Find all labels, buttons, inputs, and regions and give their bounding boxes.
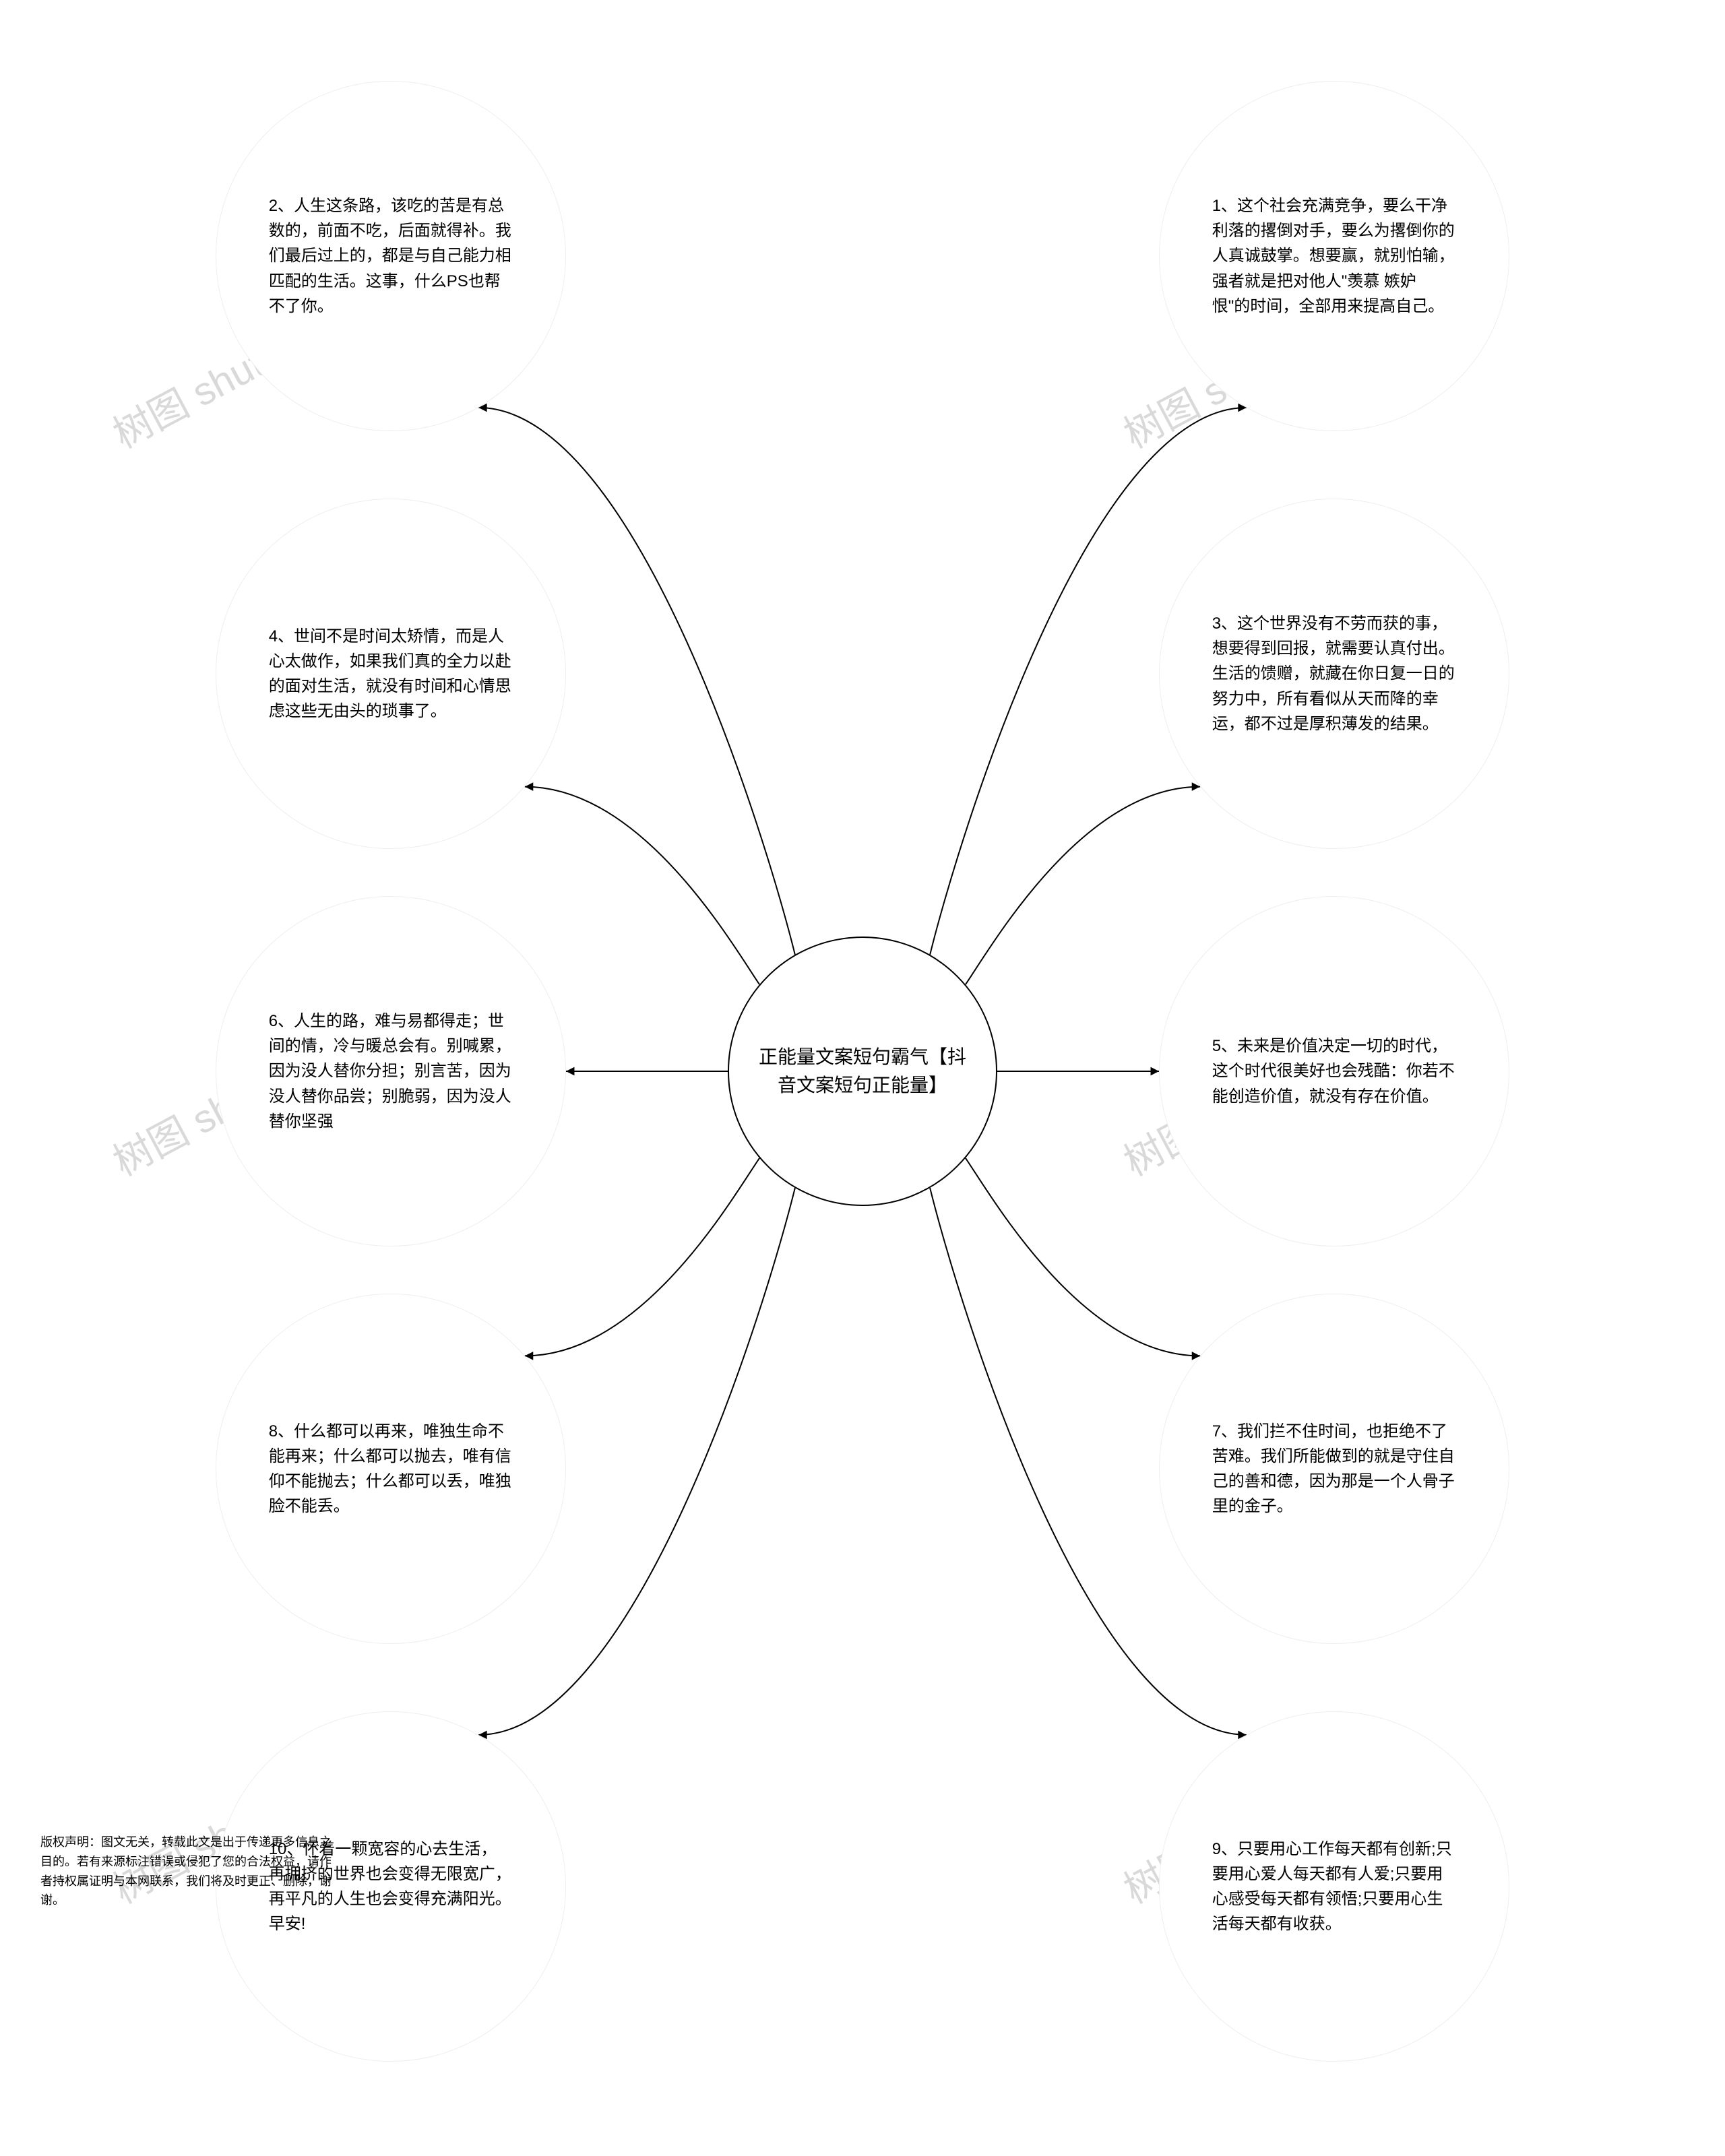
leaf-node-2: 2、人生这条路，该吃的苦是有总数的，前面不吃，后面就得补。我们最后过上的，都是与… [216,81,566,431]
leaf-text-8: 8、什么都可以再来，唯独生命不能再来；什么都可以抛去，唯有信仰不能抛去；什么都可… [269,1419,513,1519]
mindmap-canvas: 正能量文案短句霸气【抖音文案短句正能量】 1、这个社会充满竞争，要么干净利落的撂… [0,0,1725,2156]
edge-4 [525,787,759,985]
leaf-text-7: 7、我们拦不住时间，也拒绝不了苦难。我们所能做到的就是守住自己的善和德，因为那是… [1212,1419,1457,1519]
leaf-node-4: 4、世间不是时间太矫情，而是人心太做作，如果我们真的全力以赴的面对生活，就没有时… [216,499,566,849]
leaf-text-4: 4、世间不是时间太矫情，而是人心太做作，如果我们真的全力以赴的面对生活，就没有时… [269,624,513,724]
leaf-node-5: 5、未来是价值决定一切的时代，这个时代很美好也会残酷：你若不能创造价值，就没有存… [1159,896,1509,1246]
leaf-text-3: 3、这个世界没有不劳而获的事，想要得到回报，就需要认真付出。生活的馈赠，就藏在你… [1212,611,1457,736]
edge-arrow-5 [1151,1067,1159,1076]
edge-arrow-6 [566,1067,574,1076]
edge-7 [966,1158,1200,1356]
leaf-node-1: 1、这个社会充满竞争，要么干净利落的撂倒对手，要么为撂倒你的人真诚鼓掌。想要赢，… [1159,81,1509,431]
leaf-node-7: 7、我们拦不住时间，也拒绝不了苦难。我们所能做到的就是守住自己的善和德，因为那是… [1159,1294,1509,1644]
leaf-node-9: 9、只要用心工作每天都有创新;只要用心爱人每天都有人爱;只要用心感受每天都有领悟… [1159,1711,1509,2062]
leaf-text-1: 1、这个社会充满竞争，要么干净利落的撂倒对手，要么为撂倒你的人真诚鼓掌。想要赢，… [1212,193,1457,319]
leaf-text-9: 9、只要用心工作每天都有创新;只要用心爱人每天都有人爱;只要用心感受每天都有领悟… [1212,1837,1457,1937]
copyright-notice: 版权声明：图文无关，转载此文是出于传递更多信息之目的。若有来源标注错误或侵犯了您… [40,1833,337,1910]
center-label: 正能量文案短句霸气【抖音文案短句正能量】 [729,1043,996,1100]
leaf-node-8: 8、什么都可以再来，唯独生命不能再来；什么都可以抛去，唯有信仰不能抛去；什么都可… [216,1294,566,1644]
leaf-text-2: 2、人生这条路，该吃的苦是有总数的，前面不吃，后面就得补。我们最后过上的，都是与… [269,193,513,319]
center-node: 正能量文案短句霸气【抖音文案短句正能量】 [728,937,997,1206]
leaf-node-6: 6、人生的路，难与易都得走；世间的情，冷与暖总会有。别喊累，因为没人替你分担；别… [216,896,566,1246]
leaf-text-6: 6、人生的路，难与易都得走；世间的情，冷与暖总会有。别喊累，因为没人替你分担；别… [269,1009,513,1134]
leaf-node-3: 3、这个世界没有不劳而获的事，想要得到回报，就需要认真付出。生活的馈赠，就藏在你… [1159,499,1509,849]
edge-8 [525,1158,759,1356]
edge-3 [966,787,1200,985]
leaf-text-5: 5、未来是价值决定一切的时代，这个时代很美好也会残酷：你若不能创造价值，就没有存… [1212,1034,1457,1109]
